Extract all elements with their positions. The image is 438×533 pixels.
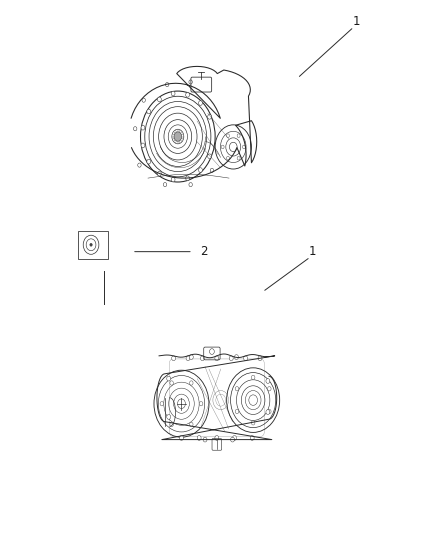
Circle shape — [167, 376, 171, 381]
Circle shape — [244, 356, 247, 361]
Circle shape — [237, 156, 240, 160]
Text: 2: 2 — [200, 245, 208, 258]
Circle shape — [134, 127, 137, 131]
Circle shape — [142, 98, 145, 102]
Circle shape — [221, 145, 224, 149]
Circle shape — [180, 435, 184, 440]
Circle shape — [171, 91, 175, 96]
Circle shape — [177, 399, 185, 408]
Circle shape — [186, 93, 190, 97]
Circle shape — [190, 381, 193, 385]
Circle shape — [160, 401, 164, 406]
Circle shape — [186, 356, 190, 361]
Circle shape — [229, 356, 233, 361]
Circle shape — [158, 97, 161, 102]
Text: 1: 1 — [309, 245, 316, 258]
Circle shape — [268, 409, 271, 414]
Circle shape — [170, 381, 173, 385]
Circle shape — [138, 163, 141, 167]
Circle shape — [237, 134, 240, 138]
Circle shape — [166, 83, 169, 87]
Circle shape — [268, 386, 271, 391]
Circle shape — [174, 132, 182, 141]
Circle shape — [189, 354, 193, 359]
Circle shape — [190, 422, 193, 426]
Circle shape — [141, 125, 145, 130]
Circle shape — [198, 168, 202, 172]
Circle shape — [266, 378, 270, 383]
Circle shape — [167, 415, 171, 419]
Circle shape — [210, 168, 214, 172]
Circle shape — [235, 409, 239, 414]
Circle shape — [147, 109, 151, 114]
Circle shape — [233, 435, 237, 440]
Circle shape — [250, 435, 254, 440]
Circle shape — [186, 176, 190, 181]
Circle shape — [226, 156, 230, 160]
Bar — [78, 231, 108, 259]
Circle shape — [215, 356, 219, 361]
Circle shape — [266, 410, 270, 415]
Circle shape — [208, 154, 212, 159]
Circle shape — [90, 243, 92, 246]
Circle shape — [171, 177, 175, 182]
Circle shape — [209, 349, 214, 354]
Circle shape — [197, 435, 201, 440]
Circle shape — [258, 356, 262, 361]
Circle shape — [215, 435, 219, 440]
Circle shape — [235, 386, 239, 391]
Circle shape — [141, 143, 145, 148]
Circle shape — [203, 437, 207, 442]
Circle shape — [201, 356, 205, 361]
Circle shape — [189, 80, 192, 84]
Text: 1: 1 — [352, 15, 360, 28]
Circle shape — [198, 101, 202, 106]
Circle shape — [199, 401, 203, 406]
Circle shape — [230, 437, 234, 442]
Circle shape — [172, 356, 176, 361]
Circle shape — [158, 171, 161, 176]
Circle shape — [147, 159, 151, 164]
Circle shape — [243, 145, 245, 149]
Circle shape — [170, 422, 173, 426]
Circle shape — [251, 421, 255, 425]
Circle shape — [189, 182, 192, 187]
Circle shape — [234, 354, 238, 359]
Circle shape — [163, 182, 167, 187]
Circle shape — [208, 115, 212, 119]
Circle shape — [251, 375, 255, 379]
Circle shape — [226, 134, 230, 138]
